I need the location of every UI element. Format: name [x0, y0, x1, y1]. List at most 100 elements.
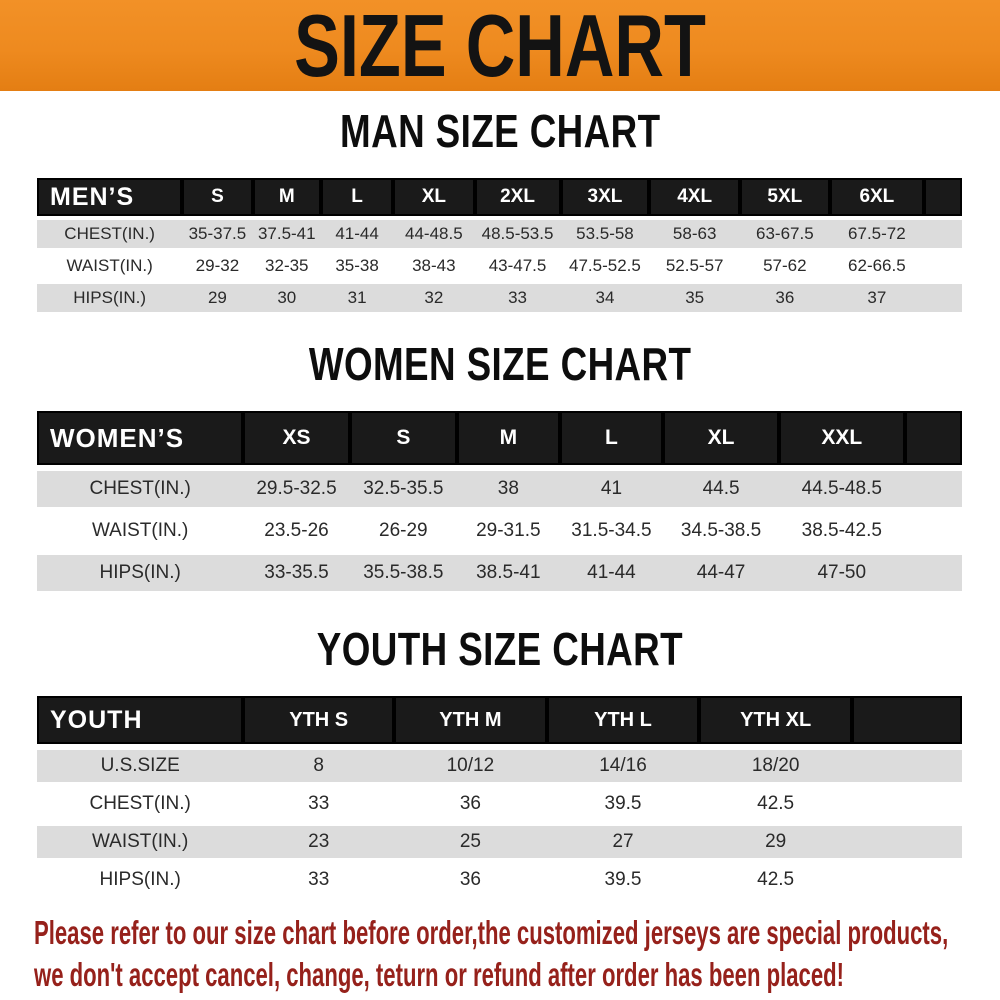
order-disclaimer: Please refer to our size chart before or…	[34, 912, 1000, 996]
table-row: U.S.SIZE 8 10/12 14/16 18/20	[37, 750, 962, 782]
table-row: HIPS(IN.) 33-35.5 35.5-38.5 38.5-41 41-44 44-…	[37, 555, 962, 591]
row-spacer	[904, 471, 962, 507]
row-spacer	[904, 513, 962, 549]
size-value: 62-66.5	[829, 252, 925, 280]
size-value: 44-48.5	[393, 220, 475, 248]
table-row: WAIST(IN.) 29-32 32-35 35-38 38-43 43-47.5 47.…	[37, 252, 962, 280]
column-header: XXL	[778, 411, 905, 465]
row-spacer	[851, 788, 962, 820]
column-header: 2XL	[474, 178, 561, 216]
size-value: 34	[560, 284, 650, 312]
size-value: 63-67.5	[739, 220, 830, 248]
column-header: 3XL	[560, 178, 650, 216]
column-header: L	[559, 411, 664, 465]
size-value: 31	[321, 284, 394, 312]
row-spacer	[924, 284, 962, 312]
size-value: 18/20	[699, 750, 852, 782]
size-value: 67.5-72	[829, 220, 925, 248]
youth-section-title: YOUTH SIZE CHART	[0, 623, 1000, 676]
size-value: 32.5-35.5	[349, 471, 457, 507]
size-value: 37.5-41	[252, 220, 321, 248]
column-header: L	[321, 178, 394, 216]
size-value: 37	[829, 284, 925, 312]
women-section-title: WOMEN SIZE CHART	[0, 338, 1000, 391]
size-value: 42.5	[699, 864, 852, 896]
column-header: 4XL	[649, 178, 740, 216]
column-header: YTH XL	[699, 696, 852, 744]
disclaimer-line-1: Please refer to our size chart before or…	[34, 914, 949, 951]
column-header: S	[182, 178, 253, 216]
column-header: YTH S	[243, 696, 395, 744]
size-value: 47-50	[778, 555, 905, 591]
size-value: 47.5-52.5	[560, 252, 650, 280]
man-size-section: MAN SIZE CHART MEN’S S M L XL 2XL 3XL 4XL 5XL 6XL…	[0, 105, 1000, 316]
youth-size-section: YOUTH SIZE CHART YOUTH YTH S YTH M YTH L YTH…	[0, 623, 1000, 902]
size-value: 23.5-26	[243, 513, 350, 549]
size-value: 35-38	[321, 252, 394, 280]
size-value: 30	[252, 284, 321, 312]
size-group-label: WOMEN’S	[37, 411, 244, 465]
table-row: WAIST(IN.) 23 25 27 29	[37, 826, 962, 858]
header-spacer	[924, 178, 962, 216]
column-header: M	[456, 411, 560, 465]
size-value: 44-47	[663, 555, 779, 591]
size-value: 52.5-57	[649, 252, 740, 280]
row-spacer	[924, 252, 962, 280]
size-value: 10/12	[394, 750, 547, 782]
row-label: HIPS(IN.)	[37, 864, 244, 896]
header-spacer	[904, 411, 962, 465]
row-spacer	[924, 220, 962, 248]
column-header: 5XL	[739, 178, 830, 216]
women-section-title-text: WOMEN SIZE CHART	[308, 338, 692, 390]
table-row: HIPS(IN.) 33 36 39.5 42.5	[37, 864, 962, 896]
size-value: 57-62	[739, 252, 830, 280]
size-value: 8	[243, 750, 395, 782]
size-value: 36	[394, 864, 547, 896]
row-label: HIPS(IN.)	[37, 284, 183, 312]
women-size-section: WOMEN SIZE CHART WOMEN’S XS S M L XL XXL CHEST(…	[0, 338, 1000, 597]
size-value: 29	[699, 826, 852, 858]
row-spacer	[851, 826, 962, 858]
row-label: CHEST(IN.)	[37, 471, 244, 507]
size-chart-banner: SIZE CHART	[0, 0, 1000, 91]
header-row: YOUTH YTH S YTH M YTH L YTH XL	[37, 696, 962, 744]
size-value: 33-35.5	[243, 555, 350, 591]
size-value: 33	[243, 788, 395, 820]
size-value: 44.5	[663, 471, 779, 507]
column-header: XL	[393, 178, 475, 216]
size-value: 29-31.5	[456, 513, 560, 549]
size-value: 27	[546, 826, 700, 858]
size-group-label: YOUTH	[37, 696, 244, 744]
banner-title: SIZE CHART	[294, 0, 706, 95]
row-label: HIPS(IN.)	[37, 555, 244, 591]
row-label: U.S.SIZE	[37, 750, 244, 782]
size-value: 38.5-42.5	[778, 513, 905, 549]
size-value: 32-35	[252, 252, 321, 280]
size-group-label: MEN’S	[37, 178, 183, 216]
size-value: 14/16	[546, 750, 700, 782]
table-row: WAIST(IN.) 23.5-26 26-29 29-31.5 31.5-34.5 34…	[37, 513, 962, 549]
table-row: CHEST(IN.) 29.5-32.5 32.5-35.5 38 41 44.5 44.5…	[37, 471, 962, 507]
size-value: 53.5-58	[560, 220, 650, 248]
header-spacer	[851, 696, 962, 744]
size-value: 44.5-48.5	[778, 471, 905, 507]
size-value: 35-37.5	[182, 220, 253, 248]
size-value: 39.5	[546, 788, 700, 820]
table-row: CHEST(IN.) 35-37.5 37.5-41 41-44 44-48.5 48.5…	[37, 220, 962, 248]
size-value: 29-32	[182, 252, 253, 280]
size-value: 23	[243, 826, 395, 858]
row-label: WAIST(IN.)	[37, 826, 244, 858]
size-value: 31.5-34.5	[559, 513, 664, 549]
size-value: 36	[739, 284, 830, 312]
men-size-table: MEN’S S M L XL 2XL 3XL 4XL 5XL 6XL CHEST(IN.) 35-37…	[37, 174, 962, 316]
size-value: 39.5	[546, 864, 700, 896]
header-row: MEN’S S M L XL 2XL 3XL 4XL 5XL 6XL	[37, 178, 962, 216]
size-value: 32	[393, 284, 475, 312]
column-header: S	[349, 411, 457, 465]
size-value: 36	[394, 788, 547, 820]
youth-section-title-text: YOUTH SIZE CHART	[316, 623, 684, 675]
column-header: XS	[243, 411, 350, 465]
man-section-title: MAN SIZE CHART	[0, 105, 1000, 158]
column-header: M	[252, 178, 321, 216]
